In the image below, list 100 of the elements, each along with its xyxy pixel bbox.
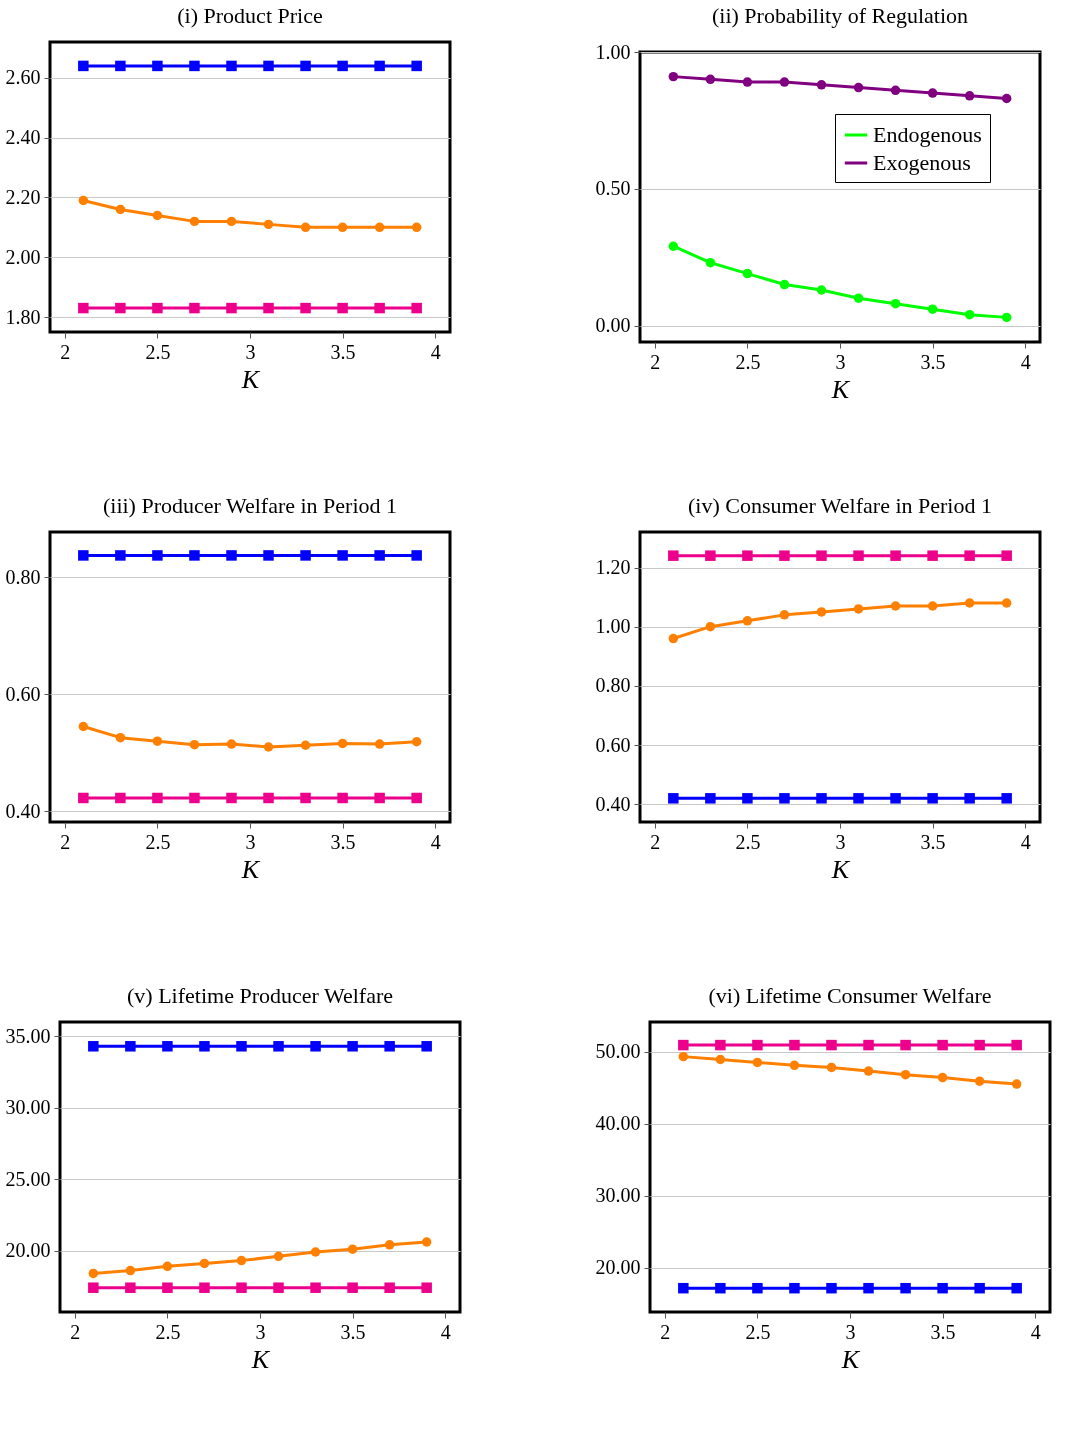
point [668,241,679,251]
point [273,1041,284,1052]
x-tick-label: 3 [255,1320,266,1343]
point [678,1051,689,1062]
point [816,285,827,295]
point [668,633,679,644]
y-tick-label: 0.80 [595,674,631,697]
point [78,60,89,72]
point [853,793,864,804]
point [162,1261,173,1272]
point [189,302,200,314]
x-tick-label: 2 [650,350,661,373]
point [974,1282,985,1294]
point [236,1282,247,1293]
point [937,1072,948,1083]
x-axis-title: K [240,854,261,884]
point [273,1282,284,1293]
y-tick-label: 20.00 [595,1256,641,1279]
point [78,721,89,732]
point [668,793,679,804]
x-axis-title: K [840,1344,861,1374]
point [189,739,200,750]
point [705,550,716,561]
chart-title: (vi) Lifetime Consumer Welfare [708,983,992,1008]
point [937,1282,948,1294]
point [384,1240,395,1250]
x-axis-title: K [250,1344,271,1374]
y-tick-label: 35.00 [5,1024,51,1047]
point [347,1244,358,1254]
point [715,1282,726,1294]
point [890,298,901,309]
point [199,1041,210,1052]
point [890,550,901,561]
point [337,550,348,561]
point [226,302,237,314]
x-tick-label: 4 [1030,1320,1041,1343]
y-tick-label: 2.00 [5,245,41,268]
x-tick-label: 2 [60,830,71,853]
point [853,604,864,614]
point [742,793,753,804]
point [974,1076,985,1086]
point [964,91,975,101]
point [374,222,385,233]
point [1011,1039,1022,1051]
point [705,257,716,268]
point [78,550,89,561]
point [890,601,901,611]
point [115,792,126,804]
point [816,550,827,561]
point [189,216,200,227]
point [300,222,311,233]
point [668,550,679,561]
point [853,550,864,561]
point [421,1237,432,1247]
point [742,616,753,626]
y-tick-label: 1.80 [5,305,41,328]
chart-title: (i) Product Price [177,3,323,28]
point [300,740,311,750]
point [199,1258,210,1269]
point [779,610,790,620]
point [374,739,385,749]
point [78,792,89,804]
point [937,1039,948,1051]
point [1011,1079,1022,1089]
point [273,1251,284,1262]
x-tick-label: 4 [440,1320,451,1343]
point [115,732,126,743]
point [310,1282,321,1293]
x-axis-title: K [240,364,261,394]
point [900,1039,911,1051]
point [263,60,274,72]
chart-title: (iv) Consumer Welfare in Period 1 [688,493,992,518]
point [115,60,126,72]
point [752,1057,763,1068]
point [779,77,790,87]
point [263,792,274,804]
point [1001,793,1012,804]
point [236,1041,247,1052]
point [310,1041,321,1052]
point [125,1282,136,1293]
point [715,1054,726,1065]
point [705,793,716,804]
point [890,793,901,804]
x-tick-label: 4 [430,830,441,853]
point [125,1265,136,1276]
point [964,598,975,608]
point [152,736,163,746]
point [826,1062,837,1073]
x-tick-label: 3.5 [920,350,946,373]
y-tick-label: 0.00 [595,314,631,337]
y-tick-label: 30.00 [595,1184,641,1207]
point [863,1282,874,1294]
point [337,302,348,314]
point [816,793,827,804]
y-tick-label: 0.40 [5,799,41,822]
point [927,88,938,98]
point [411,302,422,314]
x-tick-label: 3 [835,350,846,373]
point [964,309,975,320]
point [1001,550,1012,561]
